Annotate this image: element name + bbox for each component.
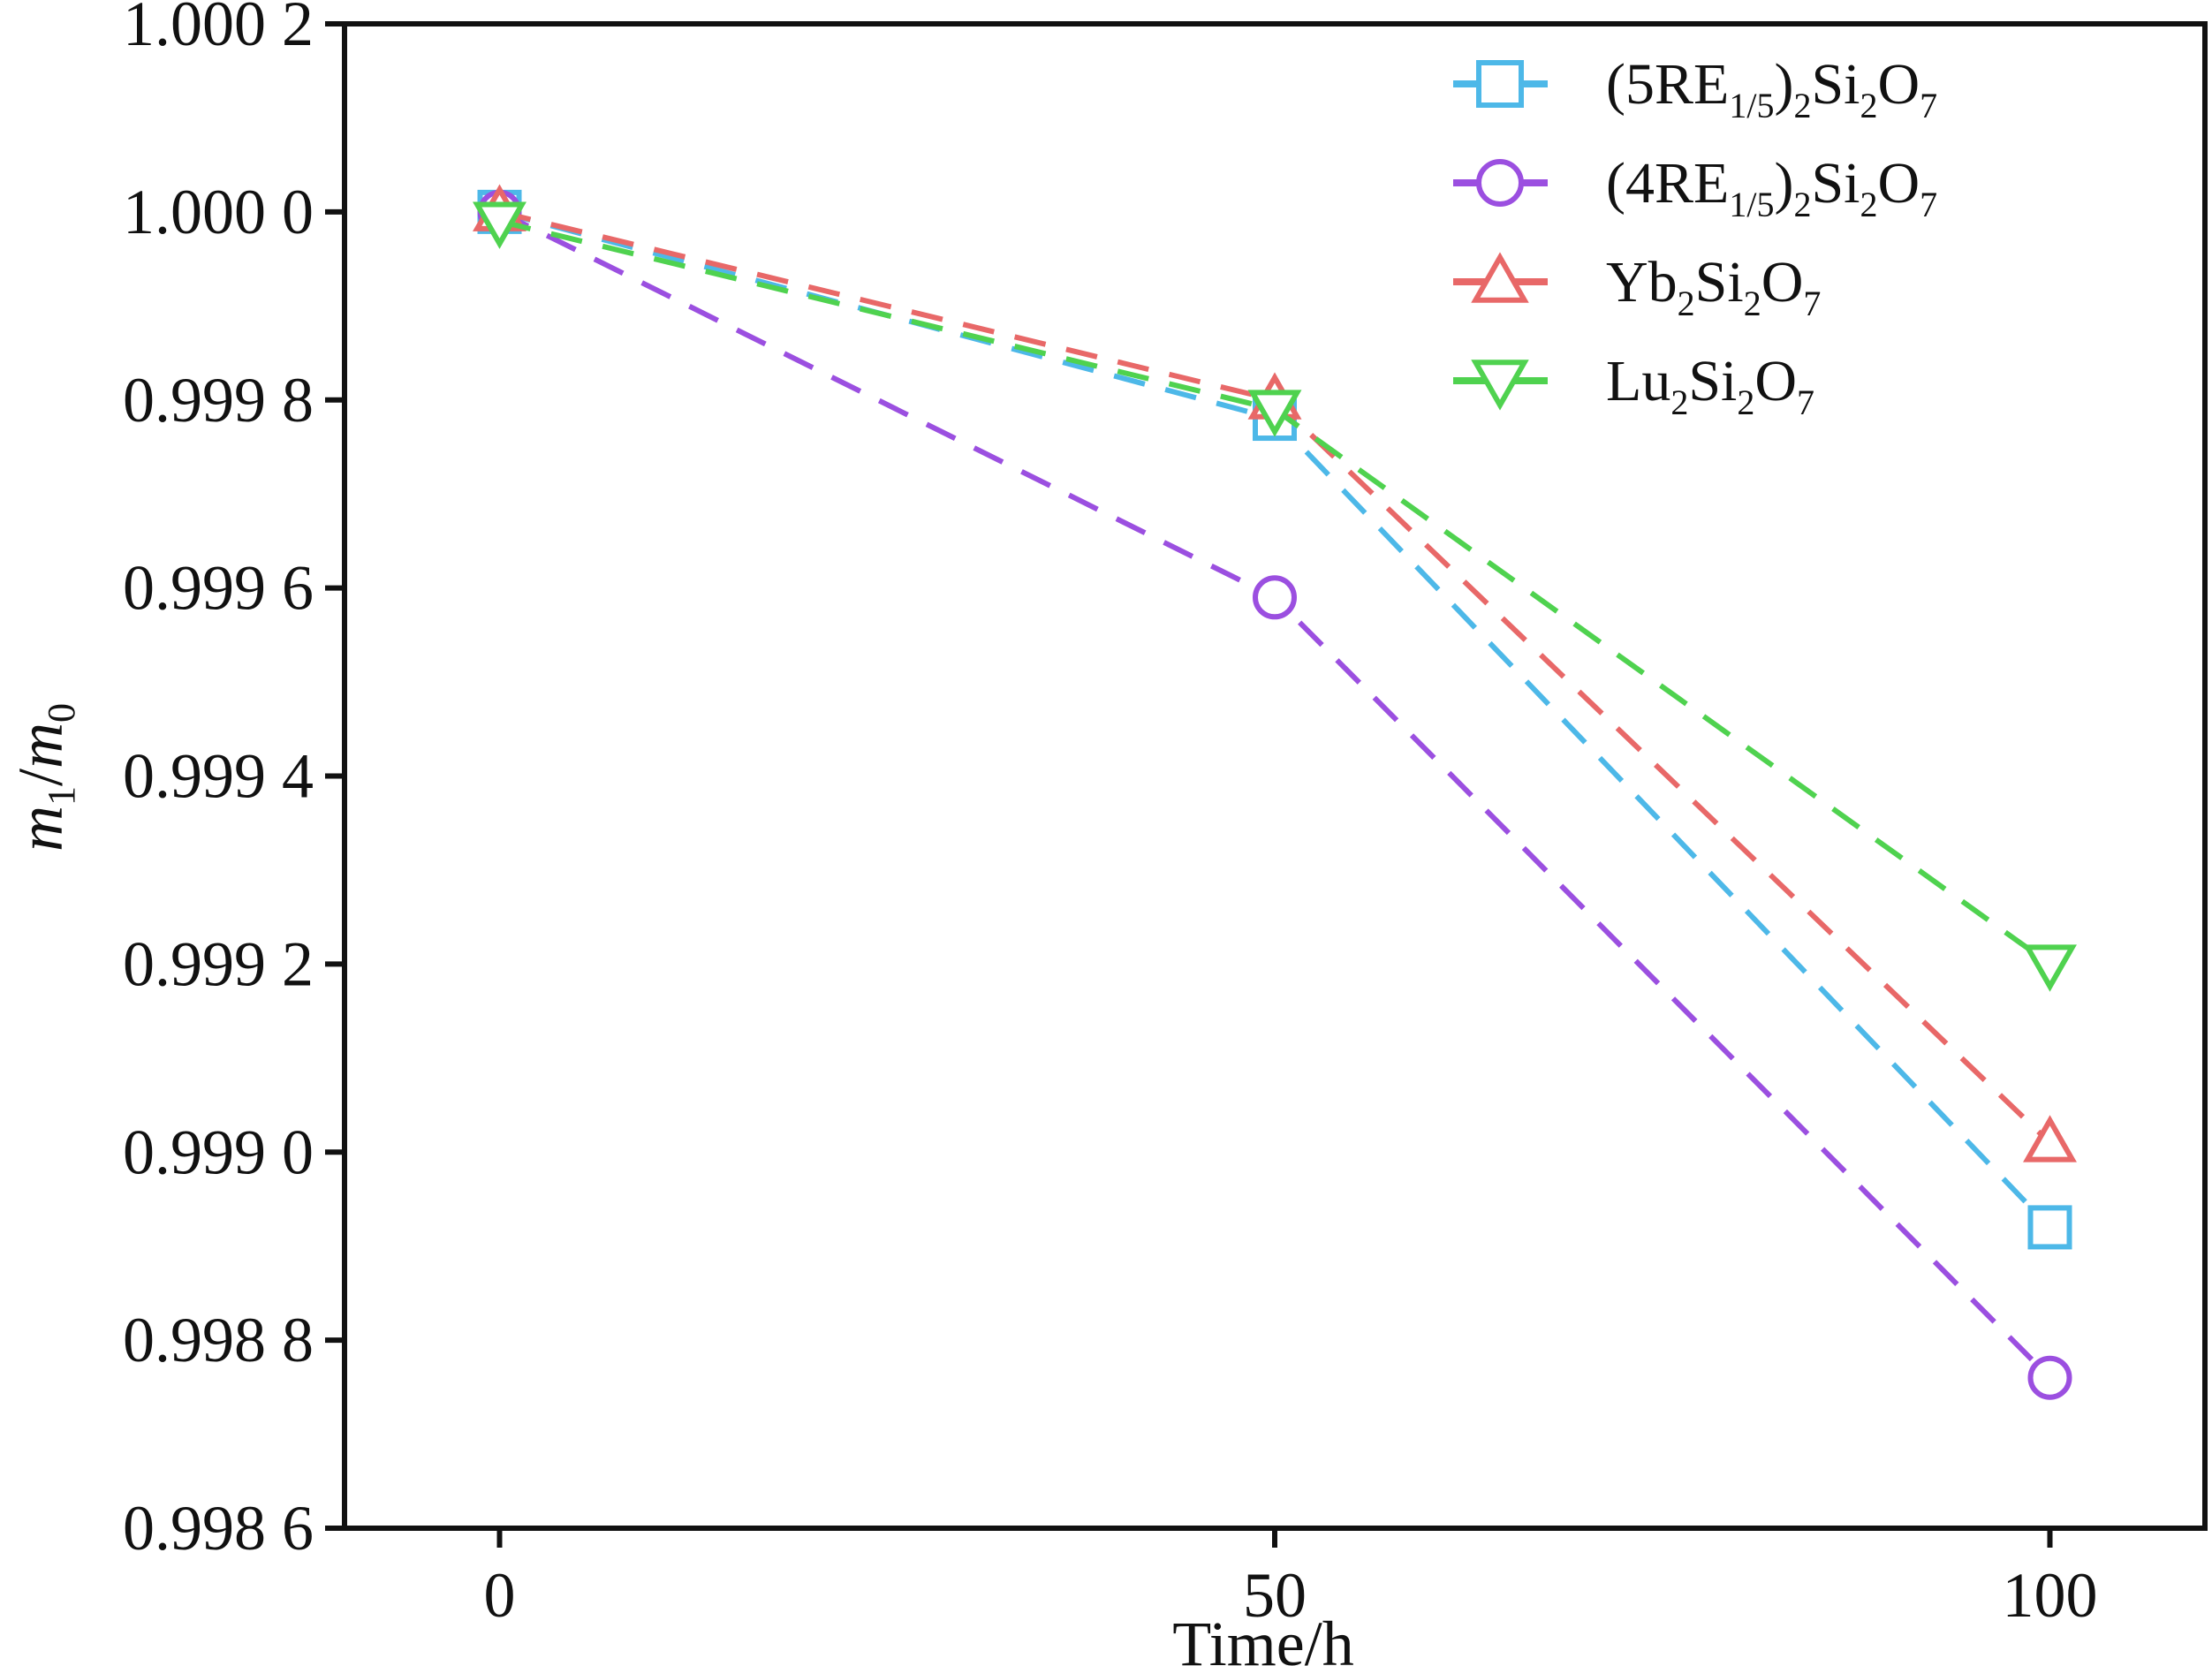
y-axis-title: m1/m0 (5, 703, 83, 852)
y-tick-label: 1.000 2 (123, 0, 314, 59)
data-point (473, 201, 526, 249)
y-tick-label: 0.999 6 (123, 553, 314, 624)
series-line (498, 208, 2052, 1230)
y-axis-ticks: 0.998 6 0.998 8 0.999 0 0.999 2 0.999 4 0.999… (123, 0, 345, 1564)
x-axis-title: Time/h (1172, 1609, 1353, 1666)
data-point (2027, 1205, 2072, 1250)
series-1 (477, 189, 2072, 1250)
legend-marker (1471, 360, 1529, 411)
y-axis-title-sub-1: 1 (40, 786, 83, 806)
data-point (2023, 944, 2077, 992)
series-layer (473, 184, 2077, 1400)
x-axis-ticks: 0 50 100 (484, 1528, 2098, 1631)
y-tick-label: 0.998 6 (123, 1493, 314, 1564)
y-axis-title-mass-1: m (5, 806, 76, 852)
y-axis-title-sub-0: 0 (40, 703, 83, 723)
legend-entry: (4RE1/5)2Si2O7 (1453, 151, 1937, 224)
data-point (2023, 1115, 2077, 1162)
y-tick-label: 0.998 8 (123, 1305, 314, 1375)
series-4 (473, 201, 2077, 992)
y-tick-label: 1.000 0 (123, 177, 314, 247)
legend-entry: (5RE1/5)2Si2O7 (1453, 52, 1937, 125)
data-point (1253, 575, 1297, 620)
legend-label: (5RE1/5)2Si2O7 (1606, 52, 1937, 125)
legend-label: (4RE1/5)2Si2O7 (1606, 151, 1937, 224)
x-tick-label: 100 (2003, 1560, 2098, 1631)
series-3 (473, 184, 2077, 1162)
y-tick-label: 0.999 0 (123, 1117, 314, 1187)
x-tick-label: 0 (484, 1560, 516, 1631)
legend-entry: Yb2Si2O7 (1453, 250, 1821, 323)
legend-marker (1471, 252, 1529, 303)
legend: (5RE1/5)2Si2O7 (4RE1/5)2Si2O7 Yb2Si2O7 Lu2S… (1453, 52, 1937, 422)
data-point (1247, 390, 1302, 437)
legend-marker (1476, 159, 1524, 207)
series-line (498, 208, 2052, 1145)
y-tick-label: 0.999 2 (123, 928, 314, 999)
data-point (2027, 1355, 2072, 1400)
legend-label: Lu2Si2O7 (1606, 349, 1814, 422)
x-tick-label: 50 (1243, 1560, 1307, 1631)
legend-entry: Lu2Si2O7 (1453, 349, 1814, 422)
y-axis-title-mass-0: m (5, 723, 76, 769)
legend-label: Yb2Si2O7 (1606, 250, 1821, 323)
legend-marker (1476, 60, 1524, 108)
y-tick-label: 0.999 4 (123, 741, 314, 812)
y-axis-title-slash: / (5, 769, 76, 786)
y-tick-label: 0.999 8 (123, 365, 314, 435)
